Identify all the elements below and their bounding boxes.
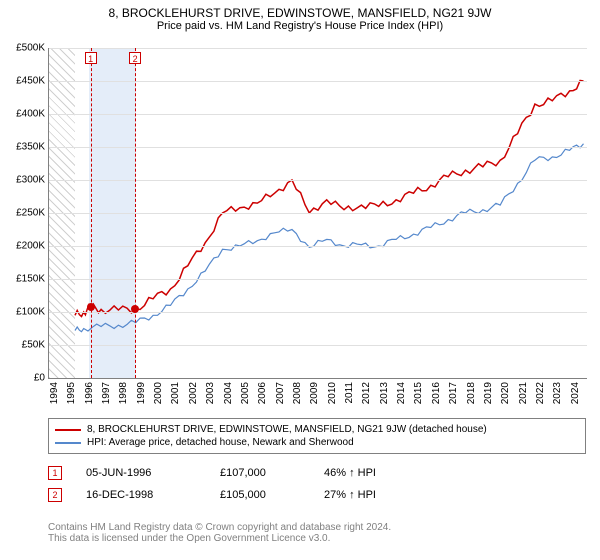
ytick-label: £0 [34,373,45,384]
gridline [49,345,587,346]
attribution: Contains HM Land Registry data © Crown c… [48,522,586,544]
xtick-label: 1996 [84,382,95,404]
footer-line2: This data is licensed under the Open Gov… [48,533,586,544]
sale-marker-dot [87,303,95,311]
gridline [49,312,587,313]
sale-marker-index: 1 [85,52,97,64]
xtick-label: 2013 [379,382,390,404]
xtick-label: 2018 [466,382,477,404]
xtick-label: 2006 [257,382,268,404]
sale-marker-line [91,48,92,378]
xtick-label: 2007 [275,382,286,404]
xtick-label: 1998 [118,382,129,404]
xtick-label: 2000 [153,382,164,404]
xtick-label: 1995 [66,382,77,404]
ytick-label: £500K [16,43,45,54]
xtick-label: 2005 [240,382,251,404]
sales-table: 1 05-JUN-1996 £107,000 46% ↑ HPI 2 16-DEC-199… [48,462,586,506]
xtick-label: 2001 [170,382,181,404]
sale-row: 2 16-DEC-1998 £105,000 27% ↑ HPI [48,484,586,506]
series-line [75,144,584,332]
sale-date: 05-JUN-1996 [86,467,196,479]
xtick-label: 2015 [413,382,424,404]
sale-row: 1 05-JUN-1996 £107,000 46% ↑ HPI [48,462,586,484]
xtick-label: 2002 [188,382,199,404]
xtick-label: 2003 [205,382,216,404]
xtick-label: 2014 [396,382,407,404]
gridline [49,246,587,247]
sale-marker-index: 2 [129,52,141,64]
xtick-label: 2017 [448,382,459,404]
legend-item: 8, BROCKLEHURST DRIVE, EDWINSTOWE, MANSF… [55,423,579,436]
footer-line1: Contains HM Land Registry data © Crown c… [48,522,586,533]
sale-diff: 27% ↑ HPI [324,489,424,501]
sale-diff: 46% ↑ HPI [324,467,424,479]
legend-swatch [55,429,81,431]
xtick-label: 1999 [136,382,147,404]
gridline [49,147,587,148]
ytick-label: £350K [16,142,45,153]
legend-swatch [55,442,81,444]
xtick-label: 2020 [500,382,511,404]
series-line [75,81,584,317]
chart-title-block: 8, BROCKLEHURST DRIVE, EDWINSTOWE, MANSF… [0,0,600,32]
ytick-label: £50K [22,340,45,351]
gridline [49,48,587,49]
gridline [49,180,587,181]
sale-price: £105,000 [220,489,300,501]
xtick-label: 2009 [309,382,320,404]
xtick-label: 2022 [535,382,546,404]
legend-item: HPI: Average price, detached house, Newa… [55,436,579,449]
ytick-label: £100K [16,307,45,318]
xtick-label: 1994 [49,382,60,404]
xtick-label: 2021 [518,382,529,404]
legend-box: 8, BROCKLEHURST DRIVE, EDWINSTOWE, MANSF… [48,418,586,454]
plot-area: £0£50K£100K£150K£200K£250K£300K£350K£400… [48,48,587,379]
chart-subtitle: Price paid vs. HM Land Registry's House … [0,20,600,32]
sale-index: 1 [48,466,62,480]
chart-title: 8, BROCKLEHURST DRIVE, EDWINSTOWE, MANSF… [0,6,600,20]
gridline [49,279,587,280]
ytick-label: £400K [16,109,45,120]
xtick-label: 2023 [552,382,563,404]
sale-marker-line [135,48,136,378]
sale-date: 16-DEC-1998 [86,489,196,501]
sale-price: £107,000 [220,467,300,479]
xtick-label: 1997 [101,382,112,404]
legend-label: HPI: Average price, detached house, Newa… [87,437,354,448]
sale-marker-dot [131,305,139,313]
gridline [49,81,587,82]
ytick-label: £250K [16,208,45,219]
xtick-label: 2019 [483,382,494,404]
ytick-label: £150K [16,274,45,285]
ytick-label: £300K [16,175,45,186]
gridline [49,213,587,214]
xtick-label: 2008 [292,382,303,404]
xtick-label: 2011 [344,382,355,404]
xtick-label: 2012 [361,382,372,404]
xtick-label: 2010 [327,382,338,404]
xtick-label: 2004 [223,382,234,404]
sale-index: 2 [48,488,62,502]
xtick-label: 2016 [431,382,442,404]
xtick-label: 2024 [570,382,581,404]
gridline [49,114,587,115]
ytick-label: £450K [16,76,45,87]
ytick-label: £200K [16,241,45,252]
chart-container: { "title": { "line1": "8, BROCKLEHURST D… [0,0,600,560]
legend-label: 8, BROCKLEHURST DRIVE, EDWINSTOWE, MANSF… [87,424,487,435]
